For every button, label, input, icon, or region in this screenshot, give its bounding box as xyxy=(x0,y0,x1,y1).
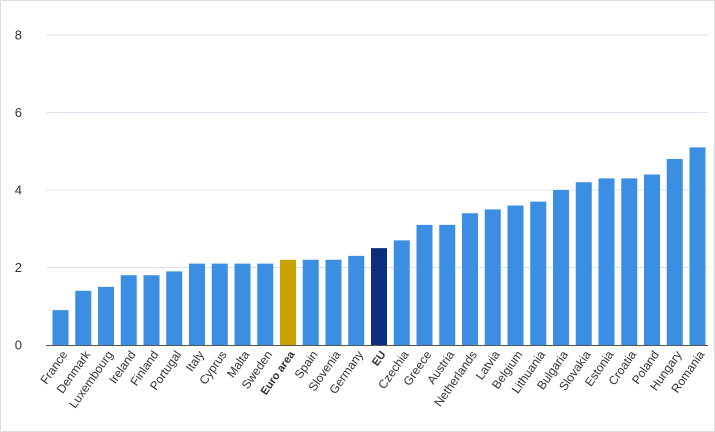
bar-estonia xyxy=(598,178,615,345)
bar-luxembourg xyxy=(98,286,114,345)
bar-finland xyxy=(143,275,160,345)
bar-belgium xyxy=(507,205,524,345)
bar-euro-area xyxy=(280,259,296,345)
bar-slovenia xyxy=(325,259,342,345)
bar-netherlands xyxy=(462,213,478,345)
y-tick-label-2: 2 xyxy=(15,260,22,275)
y-tick-label-6: 6 xyxy=(15,105,22,120)
bar-bulgaria xyxy=(553,190,569,345)
x-axis-ticks: FranceDenmarkLuxembourgIrelandFinlandPor… xyxy=(38,347,708,410)
bar-poland xyxy=(644,174,660,345)
bar-portugal xyxy=(166,271,183,345)
bar-croatia xyxy=(621,178,638,345)
bar-lithuania xyxy=(530,201,547,345)
y-tick-label-0: 0 xyxy=(15,338,22,353)
bar-denmark xyxy=(75,290,92,345)
bar-ireland xyxy=(120,275,137,345)
bar-italy xyxy=(189,263,205,345)
bars xyxy=(52,147,706,345)
bar-eu xyxy=(371,248,387,345)
bar-greece xyxy=(416,224,433,345)
bar-malta xyxy=(234,263,251,345)
bar-romania xyxy=(689,147,706,345)
bar-germany xyxy=(348,255,365,345)
y-tick-label-8: 8 xyxy=(15,28,22,43)
bar-cyprus xyxy=(211,263,228,345)
bar-austria xyxy=(439,224,456,345)
y-tick-label-4: 4 xyxy=(15,183,22,198)
bar-czechia xyxy=(393,240,410,345)
bar-latvia xyxy=(484,209,501,345)
bar-france xyxy=(52,310,69,345)
bar-spain xyxy=(302,259,319,345)
y-axis-ticks: 0 2 4 6 8 xyxy=(15,28,22,353)
x-tick-label-eu: EU xyxy=(370,349,389,368)
bar-sweden xyxy=(257,263,274,345)
bar-slovakia xyxy=(575,182,592,345)
bar-hungary xyxy=(666,159,683,345)
